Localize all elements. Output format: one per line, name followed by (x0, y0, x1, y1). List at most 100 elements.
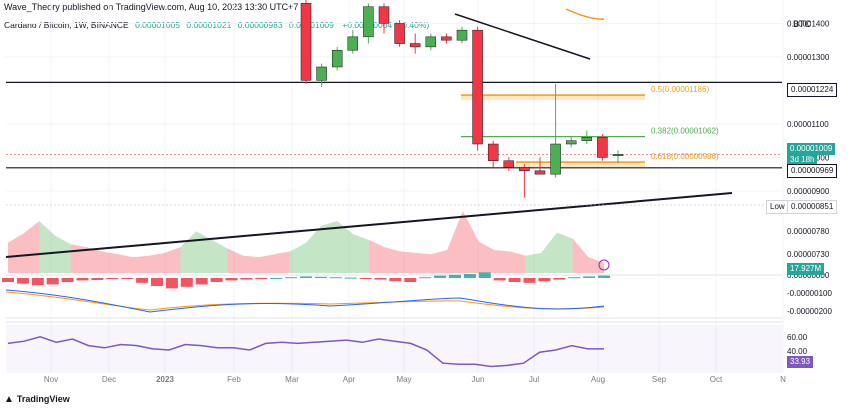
candle (378, 6, 390, 24)
candle (316, 66, 327, 81)
volume-segment (102, 251, 118, 273)
macd-bar (76, 278, 89, 281)
price-tick-0: 0.00001400 (787, 19, 830, 28)
low-value-label: 0.00000851 (787, 200, 838, 214)
macd-bar (478, 272, 491, 278)
time-tick-12: N (780, 375, 786, 384)
rsi-pane (6, 325, 782, 373)
macd-bar (329, 277, 342, 279)
volume-segment (306, 225, 322, 273)
macd-bar (553, 278, 566, 280)
last-price-label: 0.00001009 (787, 143, 836, 155)
macd-bar (389, 278, 402, 282)
symbol-name[interactable]: Cardano / Bitcoin, 1W, BINANCE (4, 20, 129, 30)
grid (6, 0, 784, 372)
volume-segment (8, 233, 24, 273)
macd-bar (61, 278, 74, 282)
volume-segment (23, 221, 40, 273)
macd-bar (523, 278, 536, 283)
volume-segment (494, 249, 510, 273)
volume-segment (180, 231, 197, 273)
time-tick-11: Oct (710, 375, 723, 384)
macd-bar (16, 278, 29, 284)
volume-segment (39, 221, 56, 273)
macd-bar (270, 278, 283, 279)
time-tick-7: Jun (472, 375, 485, 384)
volume-segment (431, 249, 448, 273)
candle (487, 143, 499, 162)
time-tick-9: Aug (591, 375, 605, 384)
macd-bar (344, 277, 357, 279)
candle (534, 170, 546, 175)
macd-bar (2, 278, 14, 282)
macd-bar (598, 275, 610, 278)
price-tick-2: 0.00001100 (787, 120, 829, 129)
time-tick-10: Sep (652, 375, 667, 384)
bar-countdown-label: 3d 18h (787, 154, 818, 166)
fib-zone-05 (461, 94, 645, 101)
candle (581, 137, 593, 141)
candle (597, 137, 608, 158)
candle (363, 6, 374, 38)
rsi-band (6, 325, 782, 373)
fib-label-0: 0.5(0.00001186) (651, 85, 709, 94)
volume-segment (400, 251, 416, 273)
macd-bar (46, 278, 59, 285)
volume-segment (196, 231, 212, 273)
volume-tick-1: 0.00000730 (787, 250, 830, 259)
volume-segment (227, 248, 244, 273)
macd-tick-1: -0.00000100 (787, 289, 832, 298)
ohlc-low: 0.00000983 (237, 20, 283, 30)
volume-segment (462, 211, 479, 273)
volume-segment (588, 257, 604, 273)
low-marker-text: Low (766, 200, 789, 214)
candle (550, 143, 561, 175)
macd-bar (180, 278, 193, 287)
rsi-label: 33.93 (787, 356, 814, 368)
volume-segment (133, 255, 150, 273)
candle (394, 23, 405, 44)
volume-area (8, 211, 610, 273)
macd-pane (2, 272, 610, 313)
candle (472, 29, 483, 145)
time-tick-2: 2023 (156, 375, 174, 384)
macd-bar (225, 278, 238, 281)
volume-segment (415, 252, 432, 273)
ohlc-close: 0.00001009 (288, 20, 334, 30)
volume-segment (70, 244, 87, 273)
macd-bar (568, 277, 581, 279)
symbol-legend: Cardano / Bitcoin, 1W, BINANCE 0.0000100… (4, 20, 429, 30)
macd-bar (314, 276, 327, 278)
macd-bar (121, 278, 134, 279)
rsi-tick-0: 60.00 (787, 333, 808, 342)
macd-bar (151, 278, 163, 286)
publish-info: Wave_Theory published on TradingView.com… (4, 2, 299, 12)
macd-bar (374, 278, 387, 280)
macd-bar (434, 275, 447, 278)
candle (519, 167, 530, 172)
macd-bar (583, 276, 596, 278)
macd-bar (449, 274, 461, 278)
candles (300, 0, 624, 198)
macd-bar (285, 277, 298, 279)
level-label-low: 0.00000969 (787, 164, 838, 178)
macd-tick-0: 0.00000000 (787, 271, 830, 280)
fib-label-1: 0.382(0.00001062) (651, 127, 719, 136)
price-tick-4: 0.00000900 (787, 187, 830, 196)
volume-segment (117, 254, 134, 273)
tradingview-brand[interactable]: ▲ TradingView (4, 394, 70, 405)
macd-bar (463, 274, 476, 278)
volume-segment (258, 254, 275, 273)
time-tick-3: Feb (227, 375, 241, 384)
ascending-trendline (5, 192, 733, 258)
volume-segment (149, 252, 165, 273)
macd-bar (419, 277, 432, 279)
fib-label-2: 0.618(0.00000986) (651, 152, 719, 161)
macd-bar (404, 278, 417, 282)
candle (347, 36, 359, 51)
price-tick-1: 0.00001300 (787, 53, 830, 62)
trend-lines: 0.5(0.00001186) 0.382(0.00001062) 0.618(0.… (5, 8, 782, 258)
macd-bar (359, 278, 372, 279)
volume-segment (290, 242, 306, 273)
